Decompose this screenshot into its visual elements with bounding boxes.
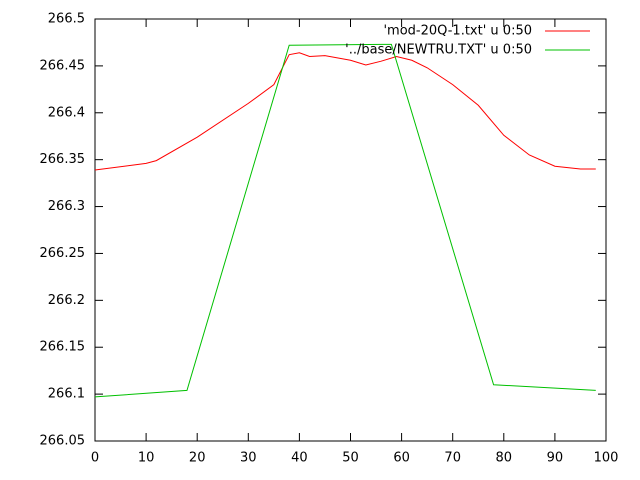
legend-label: 'mod-20Q-1.txt' u 0:50: [383, 24, 532, 39]
y-tick-label: 266.35: [40, 152, 86, 167]
x-tick-label: 100: [594, 451, 619, 466]
x-tick-label: 80: [496, 451, 513, 466]
x-tick-label: 90: [547, 451, 564, 466]
x-tick-label: 0: [91, 451, 99, 466]
data-line: [94, 52, 596, 171]
x-tick-label: 40: [291, 451, 308, 466]
y-tick-label: 266.4: [48, 105, 85, 120]
y-tick-label: 266.05: [40, 434, 86, 449]
y-tick-label: 266.3: [48, 199, 85, 214]
x-tick-label: 50: [342, 451, 359, 466]
y-tick-label: 266.5: [48, 12, 85, 27]
x-tick-label: 70: [444, 451, 461, 466]
y-tick-label: 266.25: [40, 246, 86, 261]
x-tick-label: 20: [189, 451, 206, 466]
y-tick-label: 266.2: [48, 293, 85, 308]
x-tick-label: 60: [393, 451, 410, 466]
data-line: [94, 43, 596, 398]
x-tick-label: 30: [240, 451, 257, 466]
y-tick-label: 266.15: [40, 340, 86, 355]
y-tick-label: 266.45: [40, 58, 86, 73]
plot-border: [94, 18, 607, 442]
y-tick-label: 266.1: [48, 387, 85, 402]
x-tick-label: 10: [138, 451, 155, 466]
legend-label: '../base/NEWTRU.TXT' u 0:50: [345, 43, 532, 58]
